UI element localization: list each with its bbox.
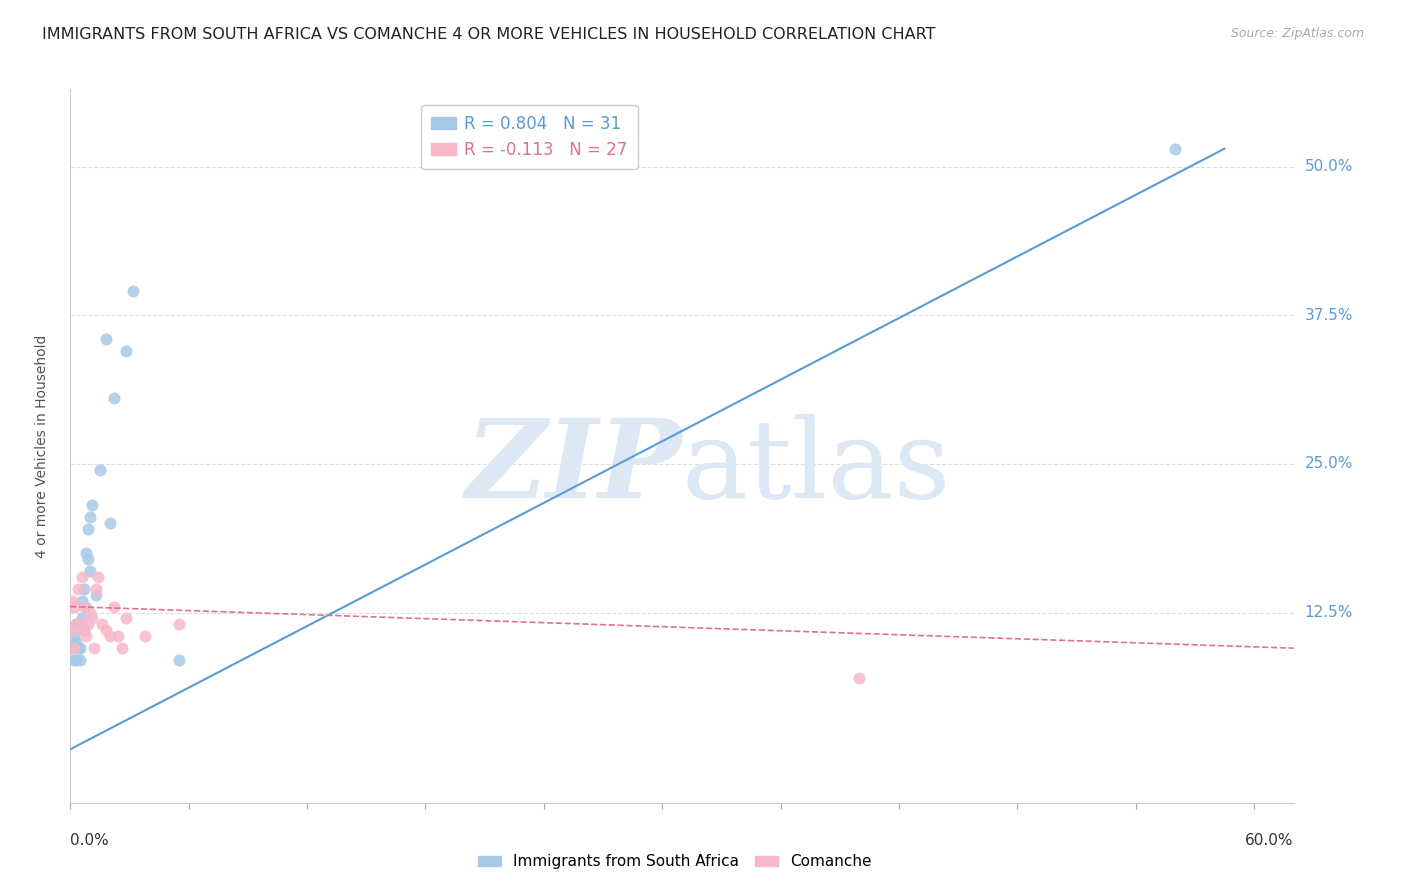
Point [63,653,86,667]
Point [114,611,136,625]
Point [83,641,105,656]
Point [77,522,100,536]
Text: 60.0%: 60.0% [1246,833,1294,848]
Point [65,653,87,667]
Point [63,641,86,656]
Point [67,641,90,656]
Point [79,564,101,578]
Point [75,599,97,614]
Point [69,653,91,667]
Point [65,635,87,649]
Point [65,617,87,632]
Point [65,617,87,632]
Point [84,582,107,596]
Text: 0.0%: 0.0% [70,833,110,848]
Text: 12.5%: 12.5% [1305,605,1353,620]
Point [79,606,101,620]
Point [60,641,83,656]
Point [70,593,93,607]
Point [103,392,125,406]
Point [122,285,145,299]
Point [80,499,103,513]
Point [114,343,136,358]
Point [60,624,83,638]
Point [98,629,121,643]
Text: IMMIGRANTS FROM SOUTH AFRICA VS COMANCHE 4 OR MORE VEHICLES IN HOUSEHOLD CORRELA: IMMIGRANTS FROM SOUTH AFRICA VS COMANCHE… [42,27,935,42]
Point [75,629,97,643]
Point [80,611,103,625]
Legend: Immigrants from South Africa, Comanche: Immigrants from South Africa, Comanche [472,848,877,875]
Point [75,546,97,560]
Point [73,582,96,596]
Point [79,510,101,524]
Point [63,599,86,614]
Point [73,624,96,638]
Point [67,582,90,596]
Point [134,629,156,643]
Point [167,653,190,667]
Point [848,671,870,685]
Point [73,599,96,614]
Text: Source: ZipAtlas.com: Source: ZipAtlas.com [1230,27,1364,40]
Point [69,641,91,656]
Point [107,629,129,643]
Text: 37.5%: 37.5% [1305,308,1353,323]
Point [67,617,90,632]
Text: 25.0%: 25.0% [1305,457,1353,471]
Point [77,617,100,632]
Point [69,617,91,632]
Text: ZIP: ZIP [465,414,682,521]
Point [89,463,111,477]
Point [70,611,93,625]
Text: atlas: atlas [682,414,952,521]
Y-axis label: 4 or more Vehicles in Household: 4 or more Vehicles in Household [35,334,49,558]
Point [167,617,190,632]
Point [60,593,83,607]
Point [90,617,112,632]
Point [103,599,125,614]
Point [1164,142,1187,156]
Point [110,641,132,656]
Point [69,617,91,632]
Legend: R = 0.804   N = 31, R = -0.113   N = 27: R = 0.804 N = 31, R = -0.113 N = 27 [422,104,638,169]
Point [70,570,93,584]
Text: 50.0%: 50.0% [1305,159,1353,174]
Point [73,624,96,638]
Point [94,332,117,346]
Point [98,516,121,531]
Point [84,588,107,602]
Point [63,629,86,643]
Point [94,624,117,638]
Point [77,552,100,566]
Point [87,570,110,584]
